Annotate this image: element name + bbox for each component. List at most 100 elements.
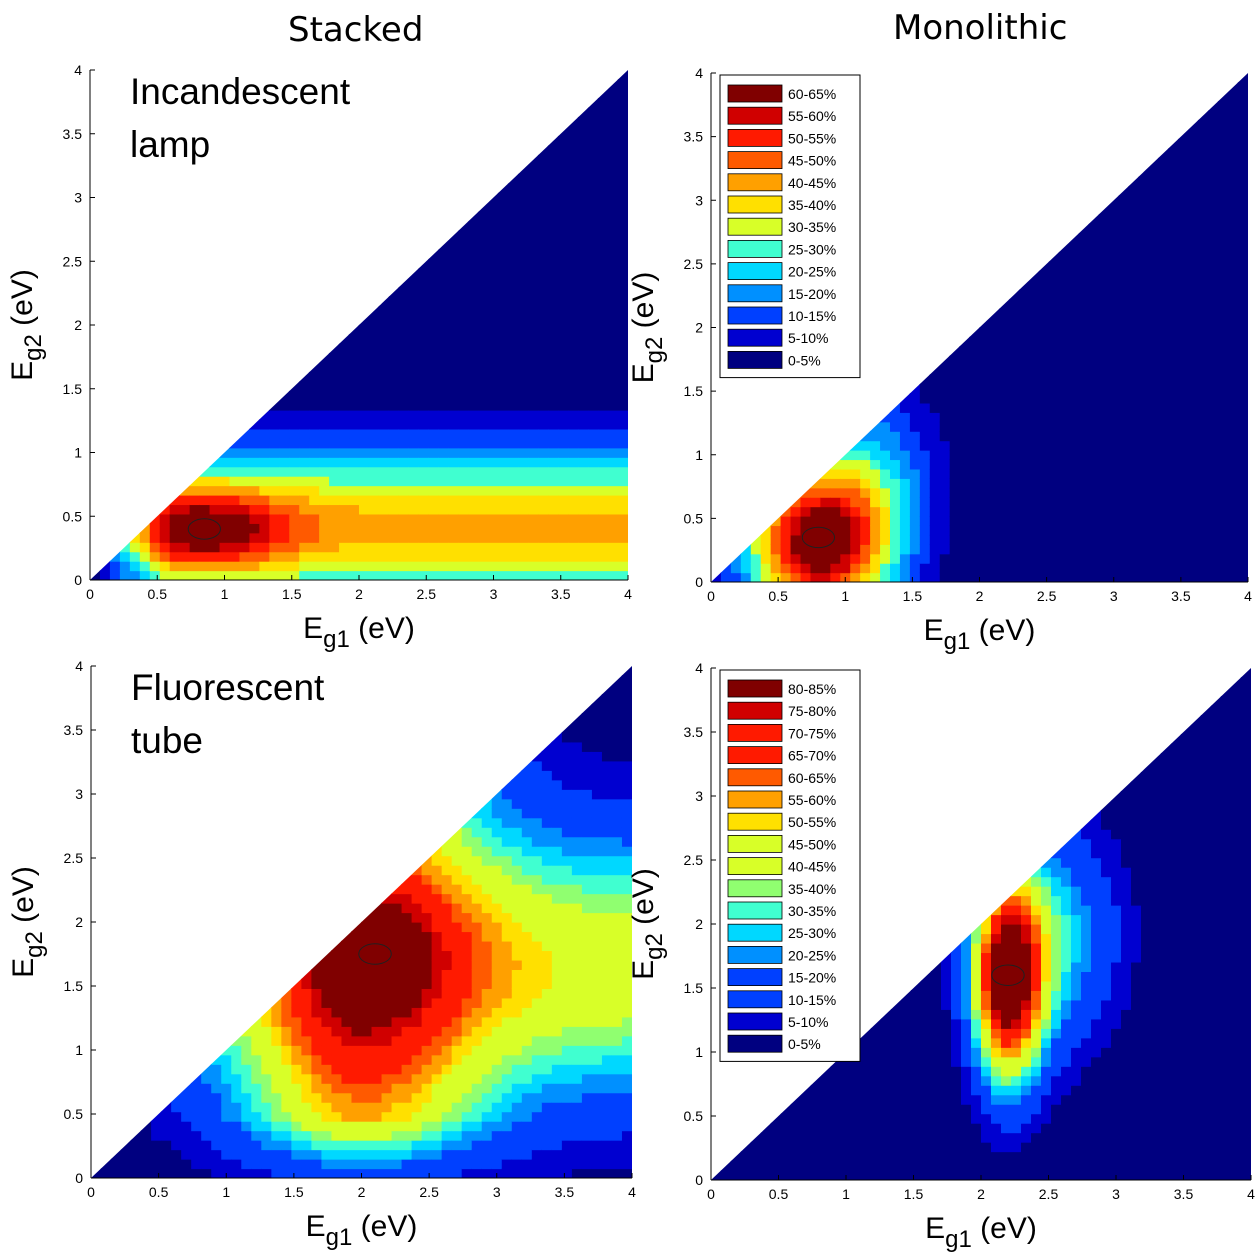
contour-cell — [561, 722, 573, 733]
contour-cell — [939, 431, 951, 442]
contour-cell — [870, 525, 881, 536]
contour-cell — [591, 846, 603, 857]
contour-cell — [618, 372, 628, 383]
contour-cell — [289, 372, 300, 383]
contour-cell — [531, 940, 543, 952]
contour-cell — [750, 534, 762, 545]
contour-cell — [929, 402, 941, 413]
contour-cell — [1078, 280, 1090, 291]
contour-cell — [1098, 308, 1110, 319]
contour-cell — [339, 551, 350, 562]
contour-cell — [498, 532, 510, 543]
contour-cell — [441, 1007, 453, 1018]
contour-cell — [1059, 327, 1070, 338]
contour-cell — [919, 384, 931, 395]
contour-cell — [581, 1007, 593, 1018]
contour-cell — [578, 126, 589, 137]
contour-cell — [571, 1149, 583, 1160]
contour-cell — [1178, 572, 1189, 582]
contour-cell — [391, 1007, 403, 1018]
contour-cell — [269, 523, 280, 534]
contour-cell — [1069, 478, 1080, 489]
contour-cell — [199, 561, 211, 572]
contour-cell — [501, 770, 513, 781]
contour-cell — [598, 155, 609, 166]
contour-cell — [441, 940, 453, 952]
contour-cell — [591, 770, 603, 781]
contour-cell — [621, 1121, 632, 1132]
contour-cell — [830, 525, 841, 536]
contour-cell — [311, 997, 323, 1008]
contour-cell — [341, 950, 353, 961]
contour-cell — [561, 1130, 573, 1141]
contour-cell — [581, 940, 593, 952]
contour-cell — [831, 1085, 842, 1096]
contour-cell — [1029, 563, 1040, 574]
contour-cell — [1228, 214, 1239, 225]
contour-cell — [1208, 261, 1219, 272]
legend-swatch — [727, 106, 783, 125]
contour-cell — [1128, 327, 1140, 338]
contour-cell — [411, 1168, 423, 1178]
contour-cell — [319, 466, 330, 477]
contour-cell — [770, 534, 782, 545]
contour-cell — [368, 325, 380, 336]
contour-cell — [929, 497, 941, 508]
contour-cell — [359, 532, 370, 543]
contour-cell — [899, 553, 911, 564]
contour-cell — [259, 542, 270, 553]
contour-cell — [371, 912, 383, 923]
contour-cell — [558, 287, 569, 298]
contour-cell — [401, 978, 413, 989]
contour-cell — [398, 381, 410, 392]
contour-cell — [959, 384, 971, 395]
contour-cell — [378, 391, 390, 402]
contour-cell — [371, 1168, 383, 1178]
contour-cell — [850, 553, 861, 564]
contour-cell — [1148, 402, 1160, 413]
contour-cell — [381, 940, 393, 952]
contour-cell — [461, 988, 473, 999]
contour-cell — [241, 1054, 252, 1065]
contour-cell — [548, 561, 559, 572]
contour-cell — [461, 1121, 473, 1132]
contour-cell — [1118, 384, 1130, 395]
contour-cell — [1049, 459, 1060, 470]
contour-cell — [1118, 261, 1130, 272]
panel-annotation: lamp — [130, 124, 210, 165]
contour-cell — [760, 544, 772, 555]
contour-cell — [528, 447, 539, 458]
contour-cell — [329, 466, 340, 477]
contour-cell — [408, 428, 420, 439]
contour-cell — [611, 912, 623, 923]
contour-fill — [711, 668, 1251, 1180]
contour-cell — [398, 325, 410, 336]
contour-cell — [1208, 563, 1219, 574]
contour-cell — [548, 145, 559, 156]
contour-cell — [481, 1111, 493, 1122]
contour-cell — [618, 145, 628, 156]
contour-cell — [319, 381, 330, 392]
contour-cell — [621, 808, 632, 819]
contour-cell — [939, 355, 951, 366]
contour-cell — [999, 431, 1010, 442]
contour-cell — [239, 419, 251, 430]
contour-cell — [1059, 355, 1070, 366]
contour-cell — [451, 988, 463, 999]
contour-cell — [289, 504, 300, 515]
contour-cell — [558, 419, 569, 430]
contour-cell — [349, 410, 360, 421]
contour-cell — [959, 478, 971, 489]
contour-cell — [249, 457, 260, 468]
contour-cell — [608, 155, 619, 166]
contour-cell — [618, 192, 628, 203]
contour-cell — [448, 561, 460, 572]
contour-cell — [588, 570, 599, 580]
contour-cell — [1198, 195, 1209, 206]
contour-cell — [271, 997, 282, 1008]
contour-cell — [528, 532, 539, 543]
contour-cell — [1228, 336, 1239, 347]
contour-cell — [351, 1168, 363, 1178]
contour-cell — [568, 561, 579, 572]
contour-cell — [528, 476, 539, 487]
